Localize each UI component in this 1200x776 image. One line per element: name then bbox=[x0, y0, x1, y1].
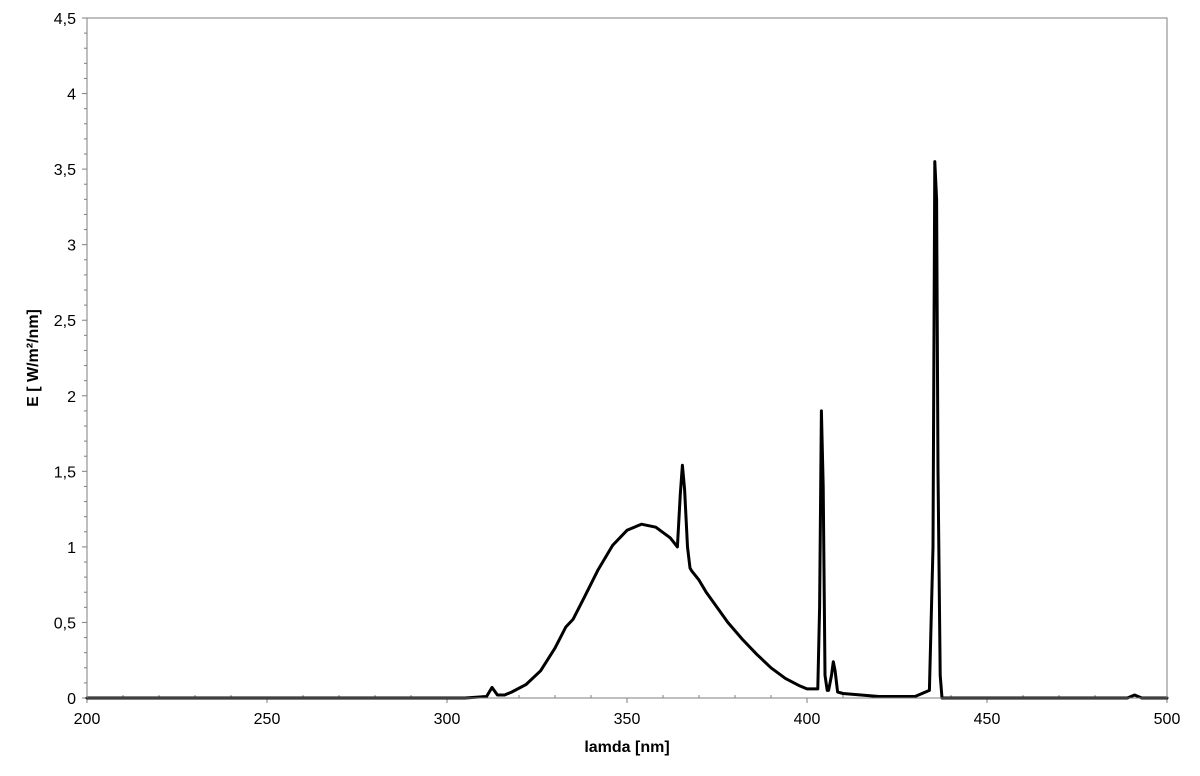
series-layer bbox=[85, 160, 1169, 700]
y-tick-label: 1 bbox=[67, 540, 76, 557]
x-tick-label: 250 bbox=[254, 711, 281, 728]
x-axis-title: lamda [nm] bbox=[584, 739, 669, 756]
x-tick-label: 450 bbox=[974, 711, 1001, 728]
x-tick-label: 300 bbox=[434, 711, 461, 728]
y-axis-ticks: 0 0,5 1 1,5 2 2,5 3 3,5 4 4,5 bbox=[54, 11, 87, 708]
y-axis-title: E [ W/m²/nm] bbox=[25, 309, 42, 407]
y-tick-label: 1,5 bbox=[54, 464, 76, 481]
x-tick-label: 200 bbox=[74, 711, 101, 728]
y-tick-label: 3,5 bbox=[54, 162, 76, 179]
y-tick-label: 2,5 bbox=[54, 313, 76, 330]
x-tick-label: 350 bbox=[614, 711, 641, 728]
y-tick-label: 4 bbox=[67, 87, 76, 104]
x-axis-ticks: 200 250 300 350 400 450 500 bbox=[74, 695, 1181, 728]
series-line bbox=[85, 160, 1169, 700]
y-tick-label: 3 bbox=[67, 238, 76, 255]
y-tick-label: 4,5 bbox=[54, 11, 76, 28]
y-tick-label: 0 bbox=[67, 691, 76, 708]
x-tick-label: 400 bbox=[794, 711, 821, 728]
y-tick-label: 2 bbox=[67, 389, 76, 406]
y-tick-label: 0,5 bbox=[54, 615, 76, 632]
x-tick-label: 500 bbox=[1154, 711, 1181, 728]
plot-area-frame bbox=[86, 17, 1168, 699]
